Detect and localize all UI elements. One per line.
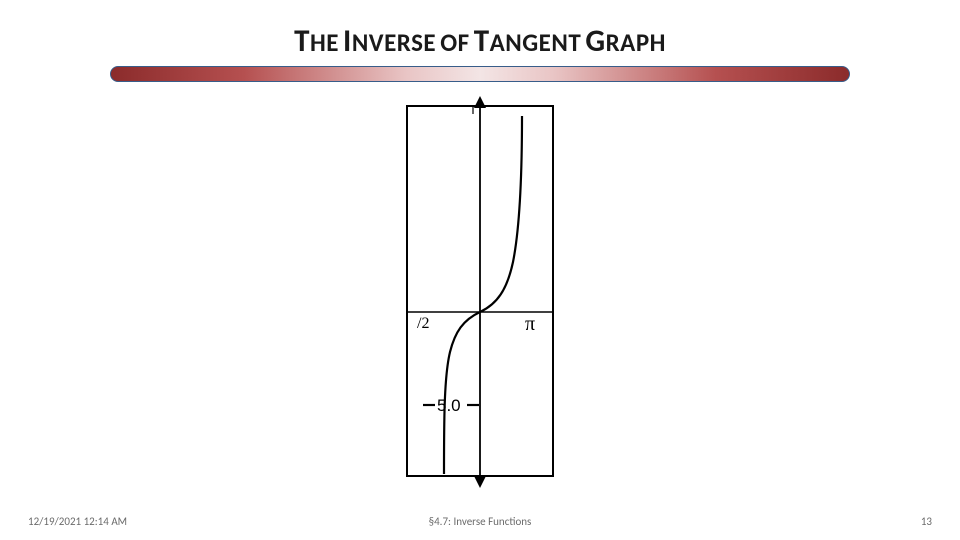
title-word-2-rest: NVERSE: [352, 27, 436, 58]
y-axis-arrow-up-icon: [474, 96, 486, 108]
footer-datetime: 12/19/2021 12:14 AM: [28, 515, 127, 528]
footer-section: §4.7: Inverse Functions: [429, 515, 532, 528]
title-word-2-initial: I: [343, 22, 352, 60]
title-word-3: OF: [440, 27, 469, 58]
x-tick-label-right: π: [525, 313, 535, 335]
graph-svg: /2 π 5.0: [395, 92, 565, 490]
divider-gradient-bar: [110, 66, 850, 82]
tangent-graph: /2 π 5.0: [395, 92, 565, 490]
slide-footer: 12/19/2021 12:14 AM §4.7: Inverse Functi…: [0, 510, 960, 528]
title-word-4-initial: T: [474, 22, 490, 60]
title-word-5-rest: RAPH: [606, 27, 666, 58]
title-word-4-rest: ANGENT: [490, 27, 582, 58]
title-word-1-initial: T: [294, 22, 310, 60]
y-axis-arrow-down-icon: [474, 476, 486, 488]
y-label-value: 5.0: [437, 396, 461, 415]
title-divider: [110, 66, 850, 86]
slide-title: THE INVERSE OF TANGENT GRAPH: [0, 22, 960, 60]
title-word-1-rest: HE: [310, 27, 339, 58]
x-tick-label-left: /2: [417, 315, 429, 332]
footer-page-number: 13: [921, 515, 932, 528]
title-word-5-initial: G: [585, 22, 605, 60]
